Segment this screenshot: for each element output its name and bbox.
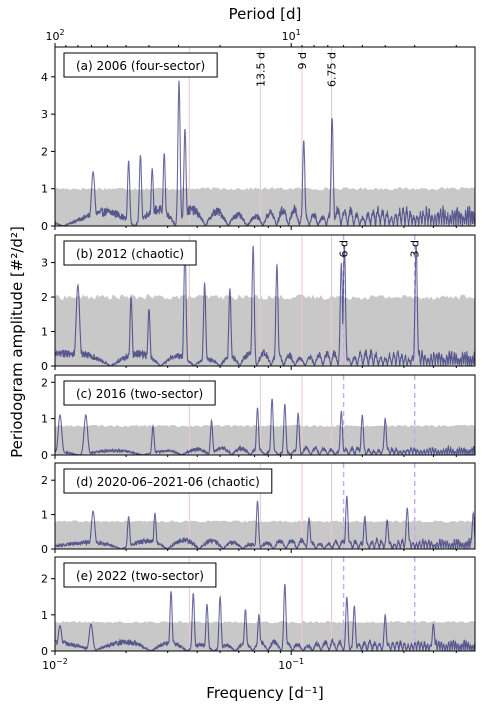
periodogram-line	[55, 245, 475, 366]
panel-label-box	[63, 562, 217, 588]
noise-threshold-band	[55, 424, 475, 455]
panel-label-box	[63, 468, 273, 494]
periodogram-line	[55, 495, 475, 549]
panel-frame	[54, 556, 476, 652]
y-tick-label: 0	[41, 645, 48, 658]
panel-2: 0 1 2 3 (b) 2012 (chaotic) 6 d 3 d	[41, 234, 476, 373]
panel-frame	[54, 234, 476, 367]
y-tick-label: 2	[41, 573, 48, 586]
y-tick-label: 4	[41, 71, 48, 84]
y-tick-label: 1	[41, 609, 48, 622]
panel-plot-area	[55, 557, 475, 651]
y-tick-label: 1	[41, 413, 48, 426]
panel-plot-area	[55, 47, 475, 226]
panel-label-text: (a) 2006 (four-sector)	[76, 59, 205, 73]
top-axis-label: Period [d]	[229, 5, 302, 23]
panel-frame	[54, 46, 476, 227]
panel-label: (d) 2020-06–2021-06 (chaotic)	[63, 468, 273, 494]
panel-frame	[54, 374, 476, 456]
reference-label: 6.75 d	[326, 52, 339, 87]
y-axis-label: Periodogram amplitude [#²/d²]	[8, 226, 26, 458]
y-tick-label: 0	[41, 220, 48, 233]
panels-layer: 0 1 2 3 4 (a) 2006 (four-sector) 13.5 d 9 d 6.75…	[41, 46, 476, 658]
y-tick-label: 3	[41, 257, 48, 270]
y-tick-label: 2	[41, 474, 48, 487]
panel-label: (a) 2006 (four-sector)	[63, 52, 218, 78]
bottom-axis: 10−2 10−1	[42, 657, 304, 672]
x-tick-label: 10−1	[278, 657, 304, 672]
top-axis: 102 101	[45, 28, 457, 47]
panel-label: (c) 2016 (two-sector)	[63, 380, 216, 406]
reference-label: 13.5 d	[254, 52, 267, 87]
y-tick-label: 1	[41, 509, 48, 522]
x-axis-label: Frequency [d⁻¹]	[206, 684, 323, 702]
panel-label-box	[63, 240, 197, 266]
panel-frame	[54, 462, 476, 550]
y-tick-label: 1	[41, 183, 48, 196]
y-tick-label: 0	[41, 360, 48, 373]
panel-label-text: (b) 2012 (chaotic)	[76, 247, 184, 261]
panel-plot-area	[55, 375, 475, 455]
panel-plot-area	[55, 235, 475, 366]
panel-label-text: (e) 2022 (two-sector)	[76, 569, 204, 583]
panel-label: (e) 2022 (two-sector)	[63, 562, 217, 588]
y-tick-label: 2	[41, 291, 48, 304]
y-tick-label: 2	[41, 145, 48, 158]
panel-4: 0 1 2 (d) 2020-06–2021-06 (chaotic)	[41, 462, 476, 556]
panel-label-box	[63, 52, 218, 78]
panel-5: 0 1 2 (e) 2022 (two-sector)	[41, 556, 476, 658]
periodogram-line	[55, 584, 475, 651]
panel-1: 0 1 2 3 4 (a) 2006 (four-sector) 13.5 d 9 d 6.75…	[41, 46, 476, 233]
x-tick-label: 10−2	[42, 657, 68, 672]
reference-label: 9 d	[296, 52, 309, 69]
noise-threshold-band	[55, 520, 475, 549]
y-tick-label: 2	[41, 376, 48, 389]
panel-3: 0 1 2 (c) 2016 (two-sector)	[41, 374, 476, 462]
top-tick-label: 102	[45, 28, 64, 43]
y-tick-label: 0	[41, 449, 48, 462]
panel-label-text: (d) 2020-06–2021-06 (chaotic)	[76, 475, 260, 489]
y-tick-label: 1	[41, 326, 48, 339]
y-tick-label: 3	[41, 108, 48, 121]
dashed-label: 3 d	[409, 240, 422, 257]
noise-threshold-band	[55, 294, 475, 366]
dashed-label: 6 d	[338, 240, 351, 257]
panel-label: (b) 2012 (chaotic)	[63, 240, 197, 266]
y-tick-label: 0	[41, 543, 48, 556]
panel-plot-area	[55, 463, 475, 549]
panel-label-box	[63, 380, 216, 406]
top-tick-label: 101	[282, 28, 301, 43]
noise-threshold-band	[55, 187, 475, 226]
panel-label-text: (c) 2016 (two-sector)	[76, 387, 203, 401]
